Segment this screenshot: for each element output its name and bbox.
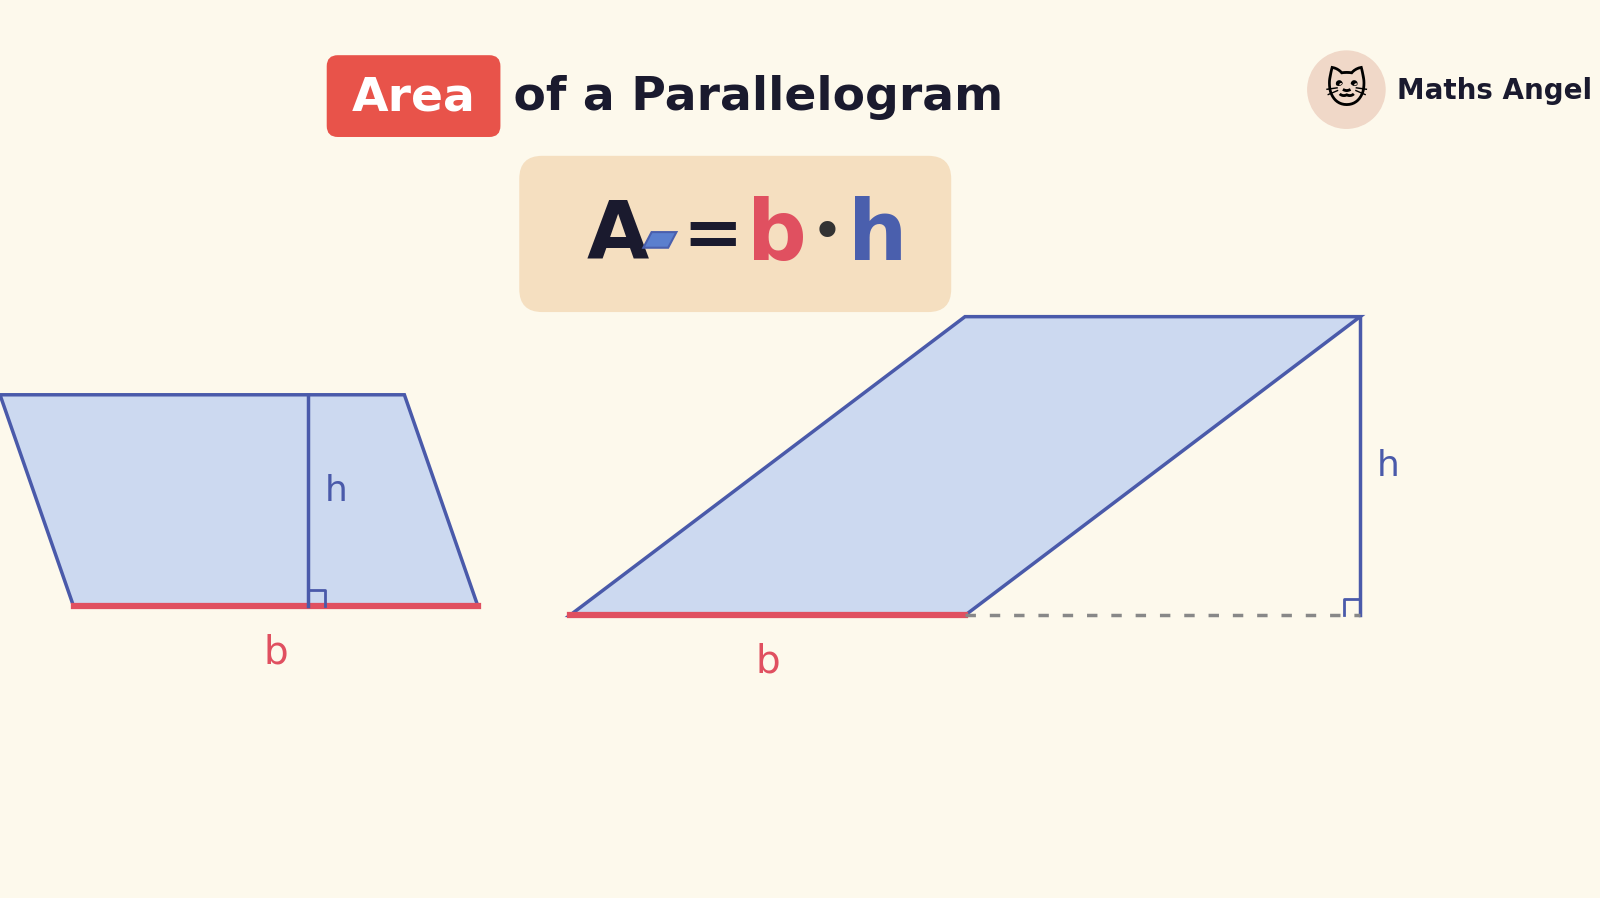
Text: Maths Angel: Maths Angel (1397, 77, 1592, 105)
Circle shape (1307, 51, 1386, 128)
Text: of a Parallelogram: of a Parallelogram (496, 75, 1003, 120)
Polygon shape (0, 395, 478, 606)
Text: A: A (587, 198, 648, 276)
Polygon shape (570, 317, 1360, 615)
Text: b: b (755, 642, 779, 681)
Text: =: = (682, 202, 742, 271)
FancyBboxPatch shape (520, 156, 952, 313)
Text: b: b (264, 633, 288, 671)
Text: h: h (848, 196, 907, 277)
Text: b: b (747, 196, 806, 277)
Text: h: h (325, 474, 347, 508)
Text: •: • (811, 207, 843, 262)
Polygon shape (643, 232, 677, 248)
Text: h: h (1376, 449, 1400, 483)
Text: 🐱: 🐱 (1325, 70, 1368, 112)
Text: Area: Area (352, 75, 475, 120)
FancyBboxPatch shape (326, 55, 501, 137)
